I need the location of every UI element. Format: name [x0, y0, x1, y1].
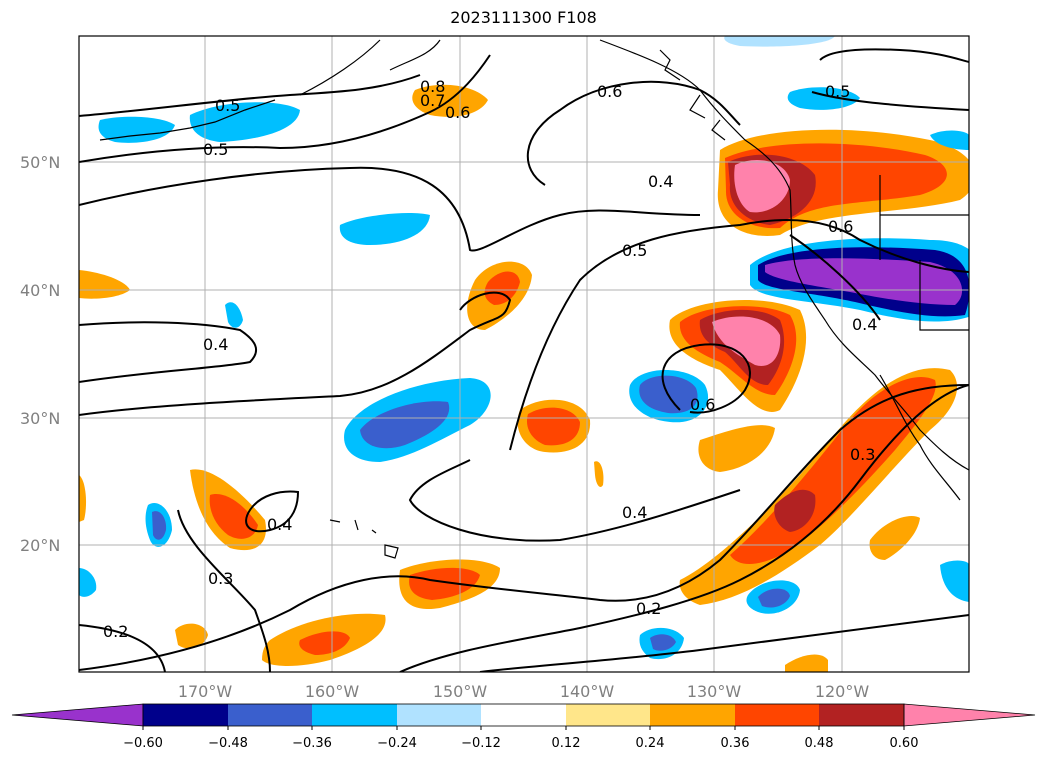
negative-anomaly-area: [152, 511, 167, 540]
colorbar-tick-label: 0.48: [805, 736, 834, 751]
lat-label: 20°N: [20, 536, 60, 555]
negative-anomaly-area: [79, 568, 97, 597]
colorbar-tick-label: −0.12: [461, 736, 501, 751]
contour-label: 0.4: [203, 335, 228, 354]
colorbar-tick-label: 0.12: [552, 736, 581, 751]
negative-anomaly-area: [758, 588, 790, 608]
negative-anomaly-area: [225, 302, 243, 328]
positive-anomaly-area: [774, 489, 816, 532]
contour-labels: 0.5 0.5 0.8 0.7 0.6 0.6 0.5 0.4 0.5 0.6 …: [103, 77, 877, 641]
negative-anomaly-area: [765, 258, 963, 305]
contour-label: 0.7: [420, 91, 445, 110]
positive-anomaly-area: [299, 631, 350, 655]
positive-anomaly-area: [79, 475, 87, 522]
colorbar-swatch: [312, 704, 397, 726]
negative-anomaly-area: [650, 634, 676, 651]
colorbar: −0.60 −0.48 −0.36 −0.24 −0.12 0.12 0.24 …: [11, 703, 1036, 751]
colorbar-tick-label: 0.24: [636, 736, 665, 751]
negative-anomaly-area: [98, 116, 175, 143]
contour-lines: [79, 48, 969, 672]
lat-label: 50°N: [20, 153, 60, 172]
colorbar-extend-high: [903, 703, 1036, 727]
colorbar-swatch: [228, 704, 312, 726]
colorbar-swatch: [397, 704, 481, 726]
map-title: 2023111300 F108: [450, 8, 597, 27]
colorbar-swatch: [819, 704, 904, 726]
positive-anomaly-area: [409, 567, 480, 600]
colorbar-swatch: [143, 704, 228, 726]
contour-label: 0.6: [828, 217, 853, 236]
positive-anomaly-area: [526, 407, 580, 446]
positive-anomaly-area: [209, 494, 258, 539]
colorbar-tick-label: 0.60: [890, 736, 919, 751]
contour-label: 0.4: [267, 515, 292, 534]
positive-anomaly-area: [785, 654, 828, 672]
lon-label: 140°W: [560, 682, 615, 701]
shaded-fields: [79, 36, 969, 672]
contour-label: 0.4: [622, 503, 647, 522]
colorbar-swatch: [650, 704, 735, 726]
lon-label: 160°W: [305, 682, 360, 701]
contour-label: 0.3: [208, 569, 233, 588]
colorbar-tick-label: −0.48: [208, 736, 248, 751]
latitude-labels: 50°N 40°N 30°N 20°N: [20, 153, 60, 555]
gridlines: [79, 36, 969, 672]
negative-anomaly-area: [724, 36, 835, 47]
contour-label: 0.6: [445, 103, 470, 122]
contour-label: 0.5: [203, 140, 228, 159]
contour-label: 0.8: [420, 77, 445, 96]
positive-anomaly-area: [734, 160, 790, 213]
contour-label: 0.5: [825, 82, 850, 101]
colorbar-extend-low: [11, 703, 144, 727]
contour-label: 0.2: [103, 622, 128, 641]
colorbar-swatch: [566, 704, 650, 726]
colorbar-swatch: [735, 704, 819, 726]
contour-label: 0.5: [215, 96, 240, 115]
map-layers: 0.5 0.5 0.8 0.7 0.6 0.6 0.5 0.4 0.5 0.6 …: [79, 36, 969, 672]
contour-label: 0.4: [648, 172, 673, 191]
negative-anomaly-area: [339, 213, 430, 245]
positive-anomaly-area: [175, 623, 208, 649]
negative-anomaly-area: [360, 401, 450, 449]
lon-label: 150°W: [433, 682, 488, 701]
coastlines: [99, 39, 969, 559]
negative-anomaly-area: [930, 130, 969, 150]
positive-anomaly-area: [712, 316, 781, 366]
lon-label: 170°W: [178, 682, 233, 701]
negative-anomaly-area: [940, 560, 969, 602]
negative-anomaly-area: [189, 102, 300, 142]
colorbar-tick-label: 0.36: [721, 736, 750, 751]
contour-label: 0.3: [850, 445, 875, 464]
colorbar-tick-label: −0.60: [123, 736, 163, 751]
colorbar-tick-label: −0.24: [377, 736, 417, 751]
lat-label: 30°N: [20, 409, 60, 428]
positive-anomaly-area: [484, 271, 520, 305]
contour-label: 0.2: [636, 599, 661, 618]
lon-label: 130°W: [687, 682, 742, 701]
positive-anomaly-area: [869, 516, 920, 560]
positive-anomaly-area: [594, 461, 604, 487]
contour-label: 0.5: [622, 241, 647, 260]
lon-label: 120°W: [815, 682, 870, 701]
colorbar-swatch: [481, 704, 566, 726]
map-frame: [78, 35, 970, 673]
contour-label: 0.6: [597, 82, 622, 101]
contour-label: 0.6: [690, 395, 715, 414]
positive-anomaly-area: [698, 425, 775, 472]
colorbar-tick-label: −0.36: [292, 736, 332, 751]
longitude-labels: 170°W 160°W 150°W 140°W 130°W 120°W: [178, 682, 870, 701]
positive-anomaly-area: [79, 270, 130, 299]
contour-label: 0.4: [852, 315, 877, 334]
lat-label: 40°N: [20, 281, 60, 300]
